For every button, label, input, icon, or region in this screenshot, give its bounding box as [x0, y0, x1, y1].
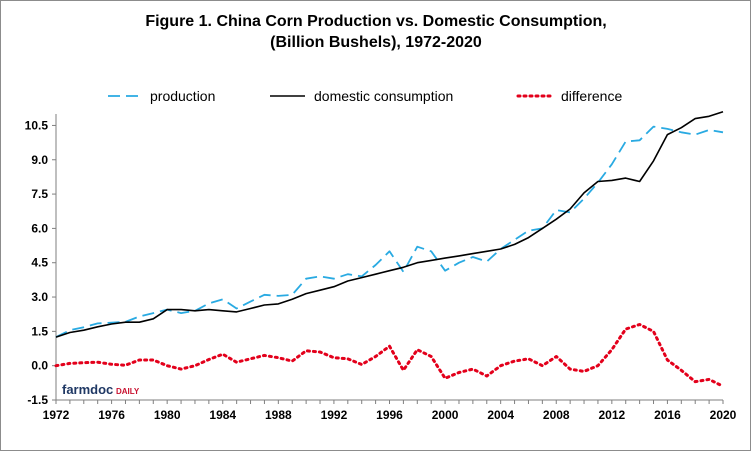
logo-subtext: DAILY	[116, 387, 140, 396]
y-tick-label: 0.0	[31, 359, 48, 373]
x-tick-label: 2016	[654, 408, 681, 422]
chart-series	[54, 110, 725, 388]
y-tick-label: 7.5	[31, 187, 48, 201]
legend-label: difference	[561, 88, 622, 104]
logo-text: farmdoc	[62, 382, 113, 397]
x-tick-label: 2012	[598, 408, 625, 422]
y-tick-label: 6.0	[31, 221, 48, 235]
y-tick-label: 9.0	[31, 153, 48, 167]
x-tick-label: 1992	[321, 408, 348, 422]
y-tick-label: 1.5	[31, 324, 48, 338]
x-tick-label: 1988	[265, 408, 292, 422]
series-line-production	[55, 125, 724, 338]
y-tick-label: 4.5	[31, 256, 48, 270]
x-tick-label: 2020	[710, 408, 737, 422]
legend-label: production	[150, 88, 215, 104]
farmdoc-daily-logo: farmdoc DAILY	[62, 382, 140, 397]
x-tick-label: 2000	[432, 408, 459, 422]
chart-legend: production domestic consumption difference	[108, 88, 622, 104]
x-tick-label: 2004	[487, 408, 514, 422]
x-tick-label: 1972	[43, 408, 70, 422]
y-tick-label: -1.5	[27, 393, 48, 407]
x-tick-label: 1996	[376, 408, 403, 422]
chart-title: Figure 1. China Corn Production vs. Dome…	[145, 13, 606, 30]
series-line-domestic-consumption	[55, 110, 724, 338]
x-tick-label: 1980	[154, 408, 181, 422]
y-tick-label: 3.0	[31, 290, 48, 304]
series-line-difference	[54, 323, 725, 388]
y-tick-label: 10.5	[25, 118, 49, 132]
x-tick-label: 2008	[543, 408, 570, 422]
x-tick-label: 1984	[209, 408, 236, 422]
chart-subtitle: (Billion Bushels), 1972-2020	[270, 34, 482, 51]
legend-label: domestic consumption	[314, 88, 453, 104]
x-tick-label: 1976	[98, 408, 125, 422]
